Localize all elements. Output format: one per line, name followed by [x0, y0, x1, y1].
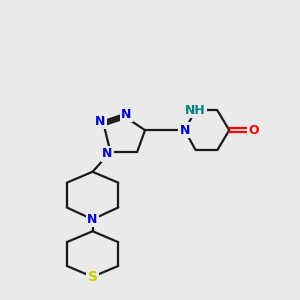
- Text: N: N: [179, 124, 190, 137]
- Text: N: N: [121, 108, 131, 121]
- Text: S: S: [88, 270, 98, 284]
- Text: NH: NH: [185, 104, 206, 117]
- Text: O: O: [249, 124, 259, 137]
- Text: N: N: [95, 115, 106, 128]
- Text: N: N: [102, 148, 112, 160]
- Text: N: N: [87, 213, 98, 226]
